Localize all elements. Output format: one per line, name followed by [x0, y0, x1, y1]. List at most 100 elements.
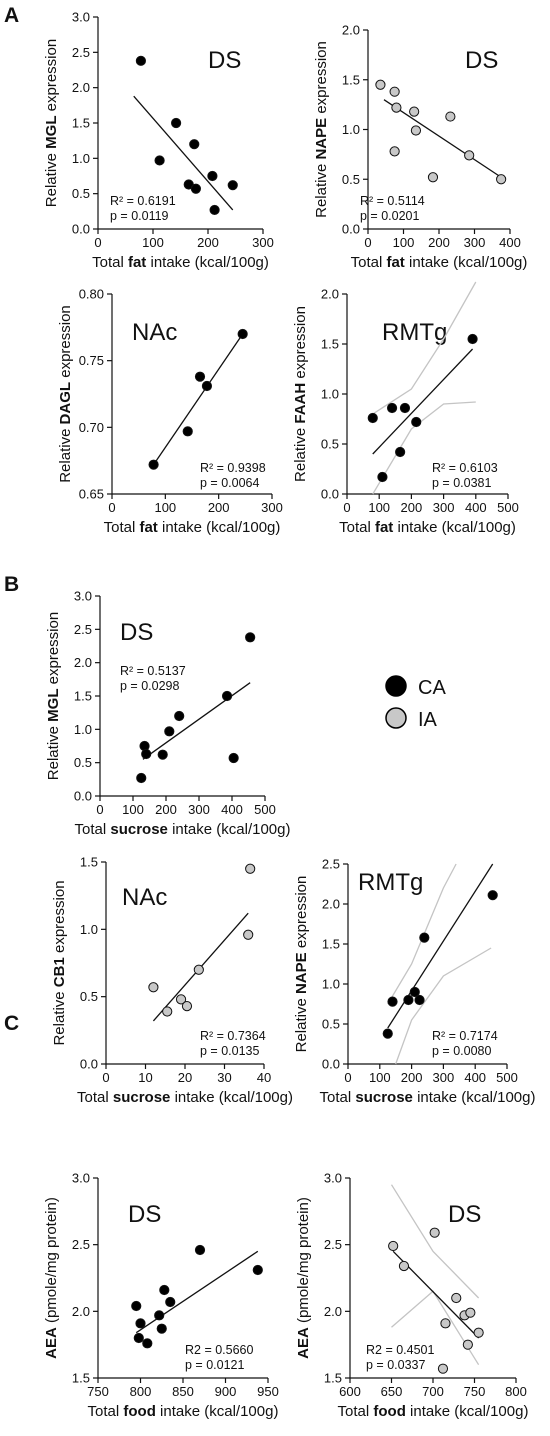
data-point: [398, 1260, 410, 1272]
regression-line: [372, 348, 474, 455]
y-axis-label-part: (pmole/mg protein): [295, 1197, 312, 1327]
y-axis-label: Relative FAAH expression: [292, 306, 309, 482]
data-point: [496, 174, 507, 185]
data-point: [221, 690, 233, 702]
data-point: [209, 204, 220, 216]
x-tick-label: 100: [122, 802, 144, 817]
panel-letter-b: B: [4, 573, 19, 596]
stat-label: R² = 0.7174: [432, 1029, 498, 1043]
data-point: [440, 1318, 451, 1329]
y-axis-label-part: Relative: [51, 987, 68, 1045]
y-axis-label-part: CB1: [51, 957, 68, 987]
data-point: [171, 117, 182, 129]
data-point: [245, 632, 256, 643]
x-axis-label-part: Total: [92, 254, 128, 271]
data-point: [194, 371, 206, 382]
x-tick-label: 0: [102, 1070, 109, 1085]
x-tick-label: 0: [96, 802, 103, 817]
data-point: [142, 1338, 153, 1349]
y-axis-label-part: (pmole/mg protein): [43, 1197, 60, 1327]
data-point: [159, 1284, 170, 1296]
y-tick-label: 0.0: [80, 1057, 98, 1072]
y-axis-label-part: FAAH: [292, 383, 309, 424]
x-tick-label: 650: [381, 1384, 403, 1399]
data-point: [165, 1296, 176, 1308]
x-axis-label-part: intake (kcal/100g): [170, 1089, 293, 1106]
stat-label: p = 0.0135: [200, 1044, 259, 1058]
y-tick-label: 3.0: [72, 10, 90, 25]
data-point: [411, 416, 422, 428]
x-tick-label: 20: [178, 1070, 192, 1085]
region-title: DS: [208, 47, 241, 74]
data-point: [473, 1327, 484, 1338]
data-point: [395, 446, 406, 458]
y-tick-label: 1.5: [324, 1371, 342, 1386]
x-tick-label: 300: [433, 500, 455, 515]
y-tick-label: 1.5: [72, 1371, 90, 1386]
y-tick-label: 2.0: [72, 1304, 90, 1319]
y-axis-label-part: AEA: [295, 1327, 312, 1359]
y-axis-label: AEA (pmole/mg protein): [43, 1197, 60, 1359]
legend: CA IA: [385, 675, 446, 731]
data-point: [136, 772, 147, 784]
x-tick-label: 800: [505, 1384, 527, 1399]
regression-line: [135, 1250, 259, 1334]
y-axis-label-part: DAGL: [57, 382, 74, 425]
y-axis-label-part: Relative: [292, 424, 309, 482]
region-title: DS: [465, 47, 498, 74]
x-axis-label-part: fat: [375, 519, 393, 536]
x-tick-label: 300: [252, 235, 274, 250]
y-tick-label: 2.0: [72, 80, 90, 95]
x-tick-label: 100: [142, 235, 164, 250]
x-tick-label: 200: [428, 235, 450, 250]
confidence-band-lower: [395, 947, 492, 1065]
y-tick-label: 0.5: [321, 437, 339, 452]
data-point: [414, 994, 425, 1006]
regression-line: [133, 95, 234, 211]
data-point: [245, 863, 256, 874]
x-axis-label: Total sucrose intake (kcal/100g): [77, 1089, 293, 1106]
data-point: [156, 1323, 167, 1334]
y-axis-label-part: Relative: [293, 994, 310, 1052]
y-tick-label: 1.5: [321, 337, 339, 352]
data-point: [399, 402, 411, 414]
data-point: [403, 994, 414, 1006]
y-tick-label: 2.0: [321, 287, 339, 302]
y-tick-label: 2.0: [324, 1304, 342, 1319]
data-point: [175, 994, 187, 1005]
chart-3: 0 100 200 300 0.65 0.70 0.75 0.80 Total fat inta…: [57, 287, 283, 537]
x-tick-label: 500: [496, 1070, 518, 1085]
data-point: [427, 172, 439, 183]
x-tick-label: 300: [464, 235, 486, 250]
regression-line: [153, 333, 244, 466]
regression-line: [383, 99, 502, 178]
y-axis-label-part: expression: [293, 876, 310, 953]
data-point: [190, 183, 201, 194]
x-axis-label-part: Total: [338, 1403, 374, 1420]
y-tick-label: 0.0: [321, 487, 339, 502]
data-point: [375, 79, 386, 90]
x-axis-label: Total fat intake (kcal/100g): [339, 519, 516, 536]
x-tick-label: 500: [254, 802, 276, 817]
data-point: [391, 102, 402, 113]
x-tick-label: 400: [499, 235, 521, 250]
x-tick-label: 30: [217, 1070, 231, 1085]
x-tick-label: 750: [87, 1384, 109, 1399]
data-point: [409, 106, 420, 117]
x-tick-label: 850: [172, 1384, 194, 1399]
legend-marker-ia: [385, 707, 407, 729]
y-axis-label-part: NAPE: [313, 118, 330, 160]
y-tick-label: 0.5: [322, 1017, 340, 1032]
y-axis-label: Relative NAPE expression: [313, 41, 330, 218]
data-point: [148, 982, 159, 993]
data-point: [437, 1363, 449, 1374]
stat-label: p = 0.0381: [432, 476, 491, 490]
x-axis-label-part: Total: [75, 821, 111, 838]
x-axis-label-part: intake (kcal/100g): [146, 254, 269, 271]
x-axis-label-part: fat: [128, 254, 146, 271]
chart-5: 0 100 200 300 400 500 0.0 0.5 1.0 1.5 2.0 2.5 3.0 Tot…: [45, 589, 290, 839]
y-tick-label: 0.0: [322, 1057, 340, 1072]
y-tick-label: 0.70: [79, 420, 104, 435]
data-point: [154, 1310, 165, 1321]
x-tick-label: 500: [497, 500, 519, 515]
